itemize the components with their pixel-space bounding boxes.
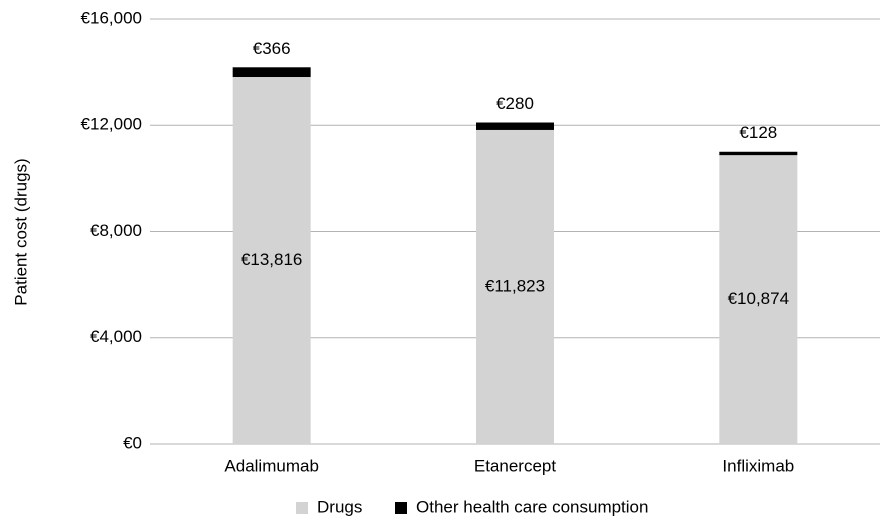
bar-segment [476, 122, 554, 130]
data-label: €10,874 [728, 289, 789, 308]
bar-segment [232, 67, 311, 78]
x-tick-label: Adalimumab [224, 456, 319, 475]
legend-swatch [395, 502, 407, 514]
bar-segment [719, 155, 798, 445]
bar-segment [232, 77, 311, 444]
data-label: €280 [496, 94, 534, 113]
bar-segment [476, 129, 554, 444]
y-axis-label: Patient cost (drugs) [11, 158, 30, 305]
legend-label: Drugs [317, 497, 362, 516]
y-tick-label: €0 [123, 433, 142, 452]
legend-swatch [296, 502, 308, 514]
x-tick-label: Etanercept [474, 456, 556, 475]
bar-segment [719, 151, 798, 156]
x-tick-label: Infliximab [722, 456, 794, 475]
data-label: €366 [253, 39, 291, 58]
data-label: €128 [739, 123, 777, 142]
y-tick-label: €8,000 [90, 221, 142, 240]
legend-label: Other health care consumption [416, 497, 648, 516]
y-tick-label: €4,000 [90, 327, 142, 346]
data-label: €13,816 [241, 250, 302, 269]
y-tick-label: €12,000 [81, 115, 142, 134]
data-label: €11,823 [485, 276, 545, 295]
y-tick-label: €16,000 [81, 8, 142, 27]
